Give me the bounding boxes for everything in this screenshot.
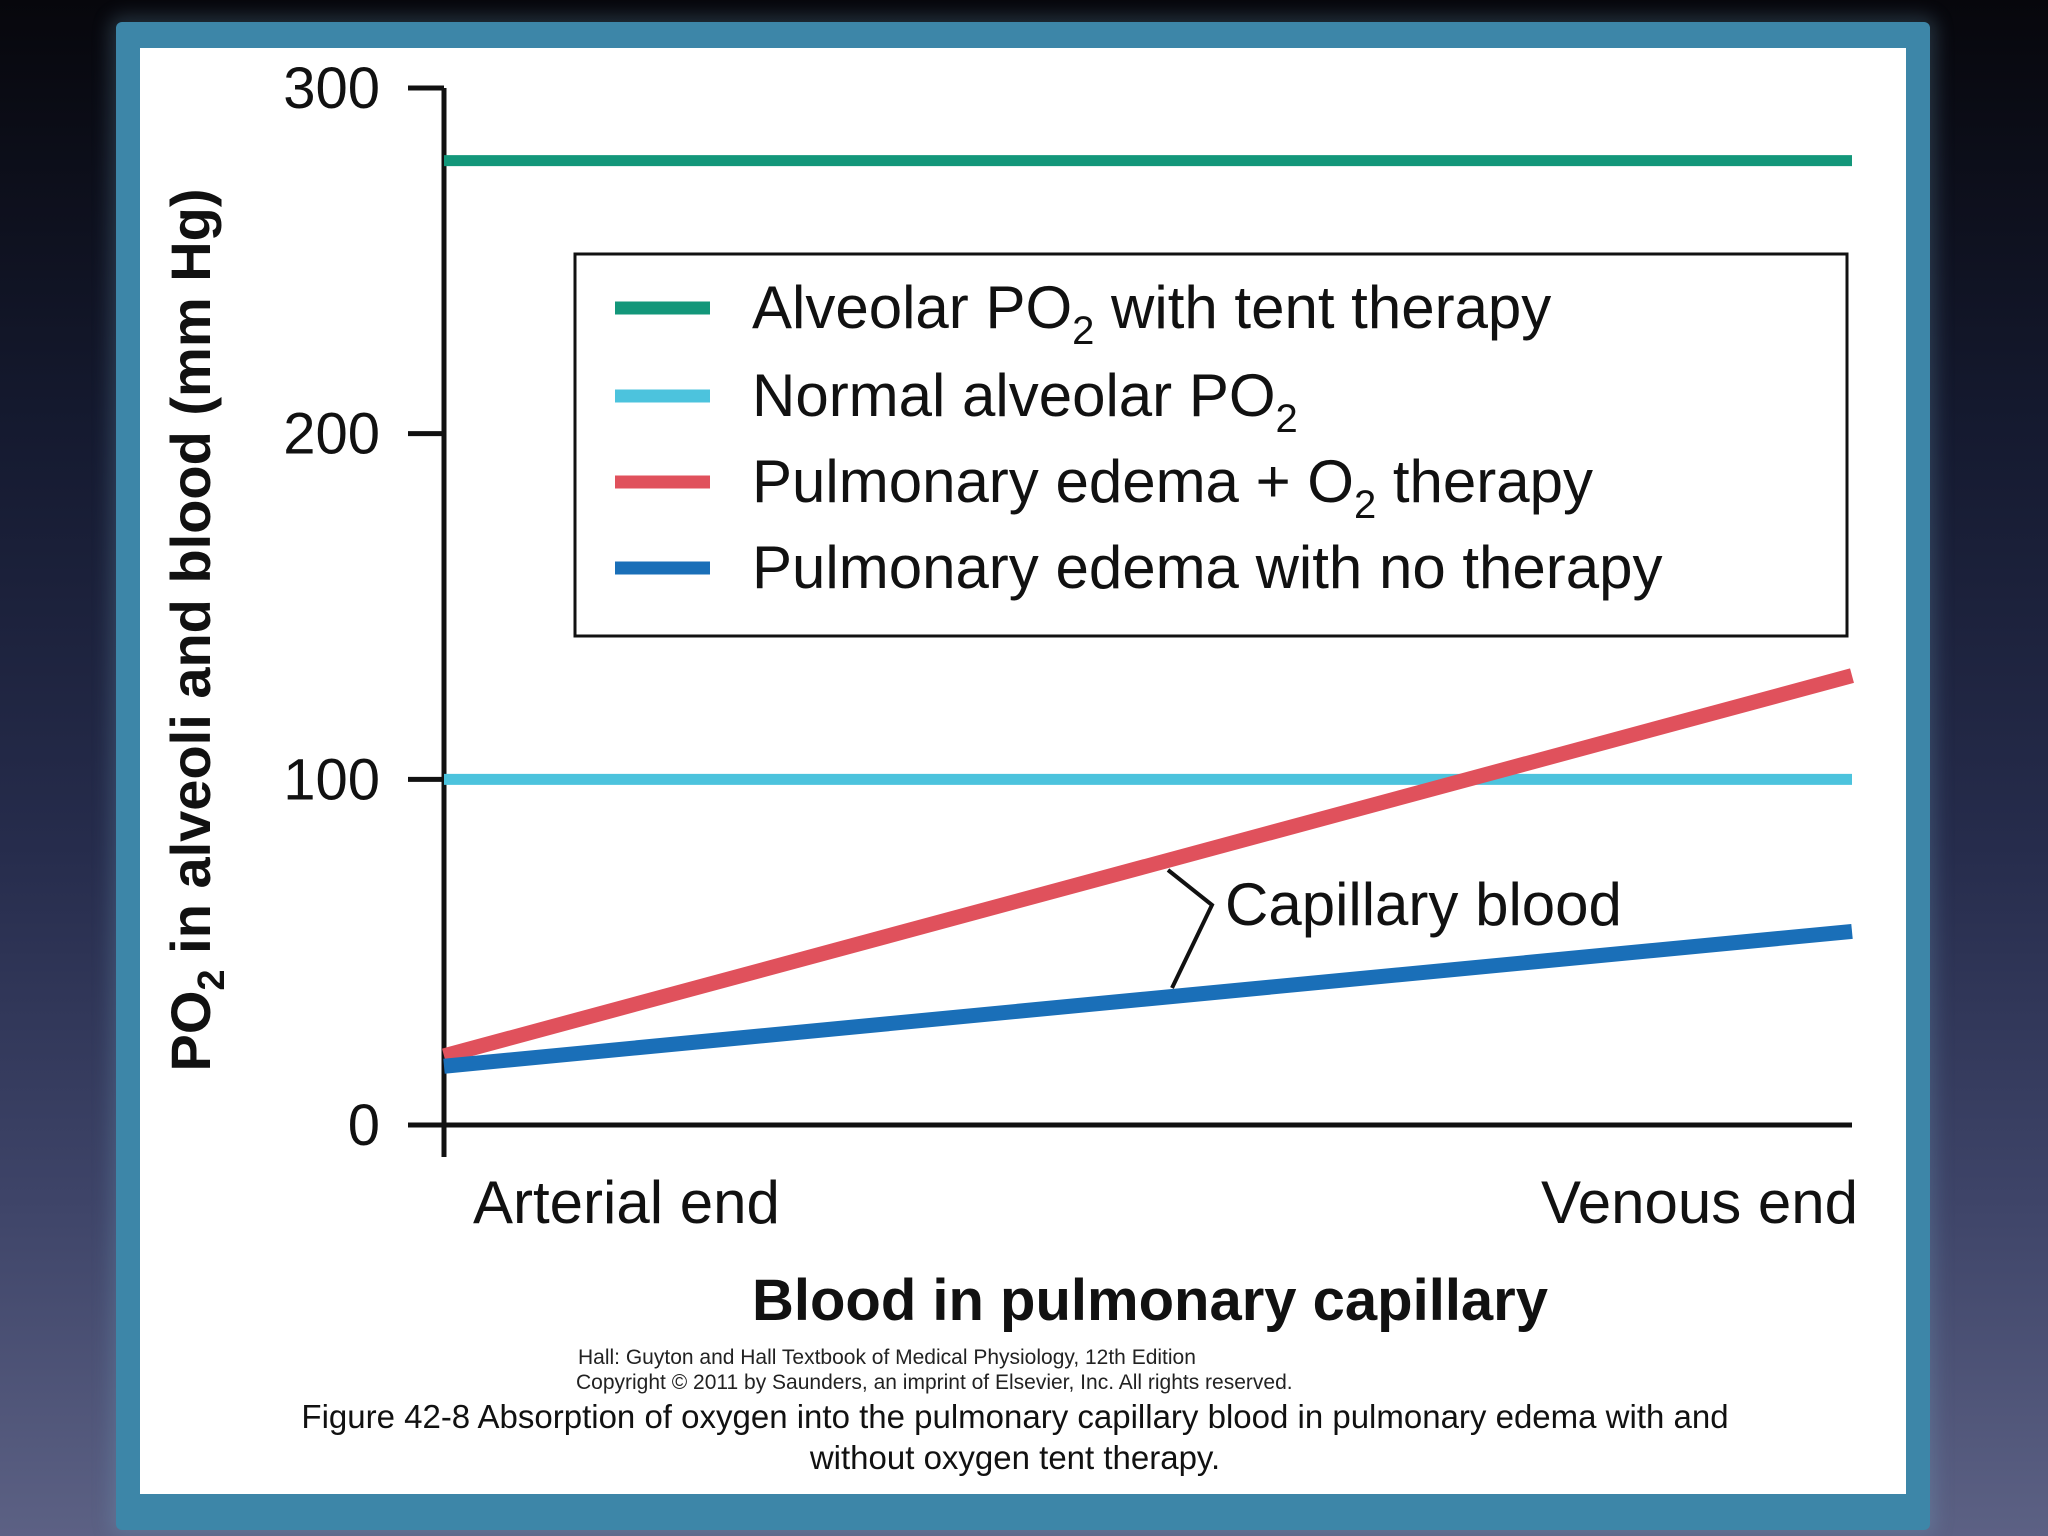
x-end-label: Venous end — [1541, 1169, 1858, 1236]
legend-label-3: Pulmonary edema + O2 therapy — [752, 448, 1593, 527]
capillary-blood-brace — [1166, 868, 1215, 989]
y-tick-label-200: 200 — [283, 402, 380, 467]
figure-caption-line-1: Figure 42-8 Absorption of oxygen into th… — [301, 1398, 1728, 1435]
legend-box — [573, 252, 1849, 638]
y-ticks: 0 100 200 300 — [283, 56, 444, 1158]
legend-label-2: Normal alveolar PO2 — [752, 362, 1298, 441]
y-tick-label-300: 300 — [283, 56, 380, 121]
x-start-label: Arterial end — [473, 1169, 780, 1236]
legend-label-1: Alveolar PO2 with tent therapy — [752, 274, 1551, 353]
x-axis-label: Blood in pulmonary capillary — [752, 1268, 1548, 1333]
legend-label-4: Pulmonary edema with no therapy — [752, 534, 1663, 601]
credit-line-2: Copyright © 2011 by Saunders, an imprint… — [576, 1371, 1293, 1394]
series-lines — [442, 155, 1854, 1074]
credit-line-1: Hall: Guyton and Hall Textbook of Medica… — [578, 1346, 1196, 1369]
y-axis-label: PO2 in alveoli and blood (mm Hg) — [159, 189, 233, 1072]
series-line-3 — [442, 668, 1854, 1064]
y-tick-label-100: 100 — [283, 747, 380, 812]
figure-caption-line-2: without oxygen tent therapy. — [809, 1439, 1220, 1476]
legend: Alveolar PO2 with tent therapy Normal alv… — [615, 274, 1663, 601]
capillary-blood-annotation: Capillary blood — [1225, 871, 1622, 938]
axes — [408, 88, 1852, 1157]
series-line-4 — [443, 923, 1853, 1074]
y-tick-label-0: 0 — [348, 1093, 380, 1158]
